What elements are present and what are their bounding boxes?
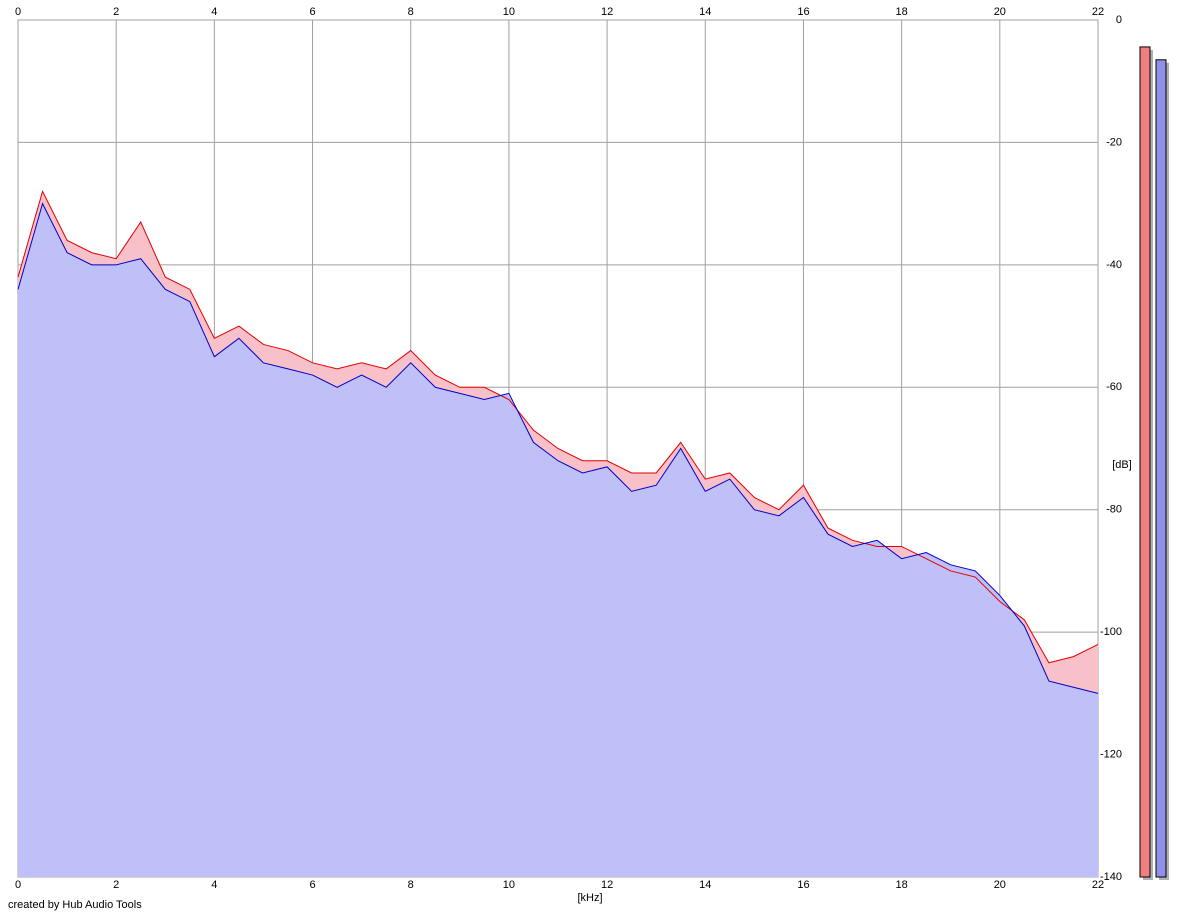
x-tick-label-top: 2 xyxy=(113,6,119,18)
footer: created by Hub Audio Tools xyxy=(8,899,142,911)
y-tick-label: -60 xyxy=(1106,381,1122,393)
x-tick-label: 2 xyxy=(113,879,119,891)
x-tick-label: 12 xyxy=(601,879,613,891)
x-tick-label-top: 18 xyxy=(896,6,908,18)
x-tick-label: 22 xyxy=(1092,879,1104,891)
x-tick-label: 16 xyxy=(797,879,809,891)
x-tick-label: 6 xyxy=(309,879,315,891)
y-tick-label: -20 xyxy=(1106,136,1122,148)
y-tick-label: -120 xyxy=(1100,748,1122,760)
y-axis-label: [dB] xyxy=(1112,459,1132,471)
x-tick-label: 18 xyxy=(896,879,908,891)
x-tick-label: 4 xyxy=(211,879,217,891)
x-tick-label-top: 22 xyxy=(1092,6,1104,18)
y-tick-label: -140 xyxy=(1100,871,1122,883)
x-tick-label-top: 10 xyxy=(503,6,515,18)
x-tick-label-top: 16 xyxy=(797,6,809,18)
level-meter xyxy=(1139,46,1151,878)
area xyxy=(18,203,1098,878)
x-tick-label-top: 20 xyxy=(994,6,1006,18)
y-tick-label: -40 xyxy=(1106,259,1122,271)
y-tick-label: -100 xyxy=(1100,626,1122,638)
y-tick-label: -80 xyxy=(1106,504,1122,516)
x-axis-label: [kHz] xyxy=(577,892,602,904)
x-tick-label-top: 0 xyxy=(15,6,21,18)
x-tick-label: 8 xyxy=(408,879,414,891)
level-meter xyxy=(1155,59,1167,878)
x-tick-label-top: 14 xyxy=(699,6,711,18)
line xyxy=(17,202,1099,694)
x-tick-label-top: 8 xyxy=(408,6,414,18)
x-tick-label-top: 6 xyxy=(309,6,315,18)
x-tick-label: 14 xyxy=(699,879,711,891)
x-tick-label: 0 xyxy=(15,879,21,891)
y-tick-label: 0 xyxy=(1116,14,1122,26)
x-tick-label-top: 12 xyxy=(601,6,613,18)
x-tick-label-top: 4 xyxy=(211,6,217,18)
x-tick-label: 20 xyxy=(994,879,1006,891)
x-tick-label: 10 xyxy=(503,879,515,891)
